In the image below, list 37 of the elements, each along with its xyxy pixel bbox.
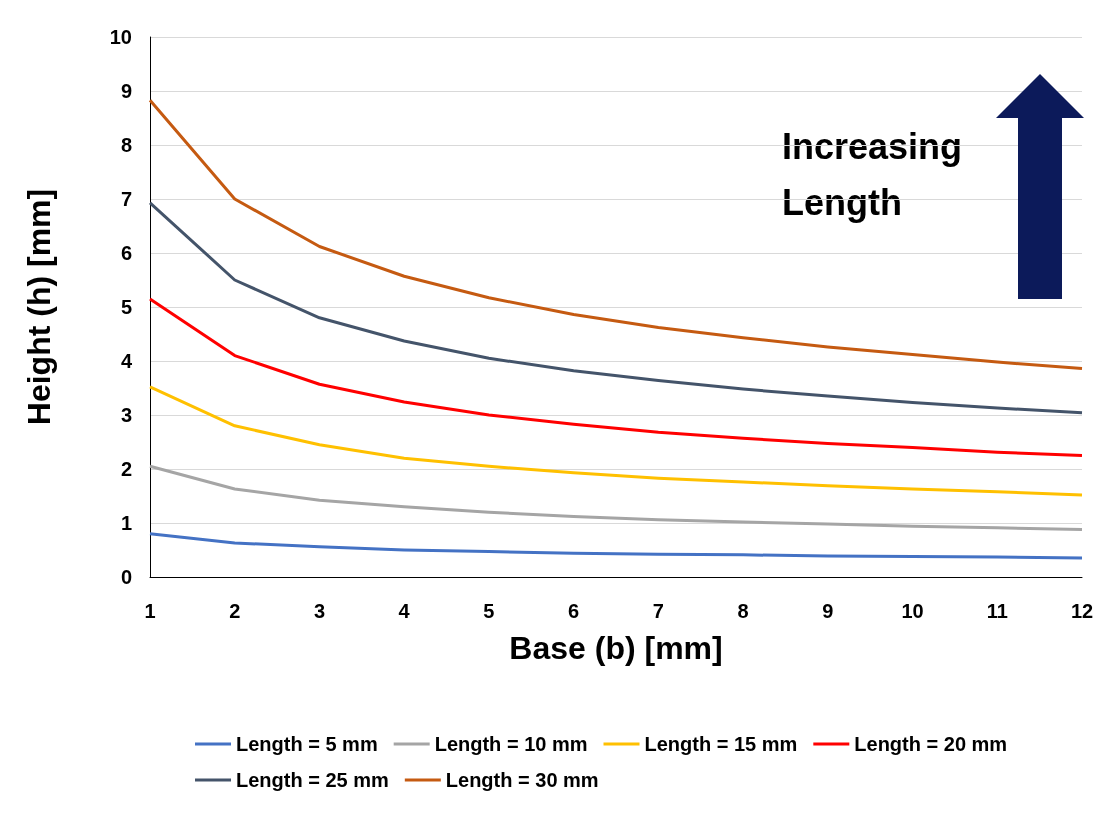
x-tick-label: 10 [901,600,924,622]
x-tick-label: 1 [144,600,156,622]
x-tick-label: 2 [229,600,241,622]
line-series [148,385,1084,497]
line-series [148,464,1084,531]
x-tick-label: 6 [568,600,580,622]
y-tick-label: 4 [120,350,133,372]
line-series [148,532,1084,560]
x-tick-label: 9 [822,600,834,622]
y-tick-label: 0 [120,566,132,588]
x-tick-label: 8 [737,600,749,622]
legend-label: Length = 5 mm [236,733,378,755]
legend-label: Length = 15 mm [644,733,798,755]
x-tick-label: 7 [652,600,664,622]
legend-label: Length = 10 mm [434,733,588,755]
x-tick-label: 4 [398,600,411,622]
legend-label: Length = 30 mm [445,769,599,791]
line-series [148,98,1084,371]
x-axis-title: Base (b) [mm] [509,630,723,666]
x-tick-label: 3 [313,600,326,622]
y-tick-label: 10 [109,26,132,48]
x-tick-label: 5 [483,600,495,622]
y-tick-label: 2 [120,458,132,480]
annotation: Increasing Length [782,125,963,223]
y-tick-label: 5 [120,296,132,318]
legend-label: Length = 20 mm [854,733,1008,755]
y-tick-label: 3 [120,404,132,426]
line-series [148,297,1084,457]
y-tick-label: 1 [120,512,132,534]
x-tick-label: 12 [1070,600,1094,622]
y-tick-label: 7 [120,188,132,210]
y-axis-title: Height (h) [mm] [21,188,57,426]
y-tick-label: 6 [120,242,132,264]
y-tick-label: 9 [120,80,132,102]
y-tick-label: 8 [120,134,132,156]
legend-label: Length = 25 mm [236,769,389,791]
x-tick-label: 11 [986,600,1008,622]
